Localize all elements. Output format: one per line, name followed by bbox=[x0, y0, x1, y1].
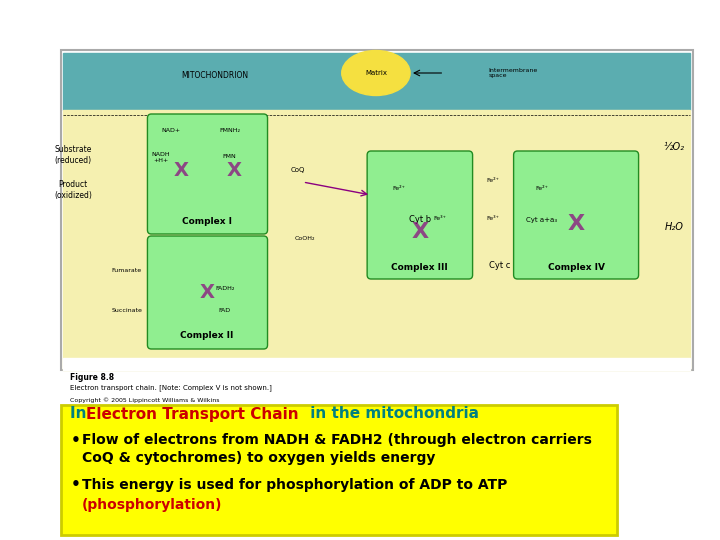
Text: CoQ & cytochromes) to oxygen yields energy: CoQ & cytochromes) to oxygen yields ener… bbox=[82, 451, 436, 465]
Text: •: • bbox=[71, 477, 80, 492]
Text: H₂O: H₂O bbox=[665, 222, 683, 232]
FancyBboxPatch shape bbox=[148, 114, 268, 234]
Text: Fe³⁺: Fe³⁺ bbox=[433, 216, 446, 221]
Text: Matrix: Matrix bbox=[365, 70, 387, 76]
Text: Cyt c: Cyt c bbox=[490, 261, 510, 270]
FancyBboxPatch shape bbox=[513, 151, 639, 279]
Text: X: X bbox=[173, 160, 188, 179]
Text: FMNH₂: FMNH₂ bbox=[219, 128, 240, 133]
Bar bbox=[63, 53, 690, 110]
FancyBboxPatch shape bbox=[367, 151, 472, 279]
Text: CoOH₂: CoOH₂ bbox=[294, 236, 315, 241]
Text: FMN: FMN bbox=[222, 154, 236, 159]
Text: Complex IV: Complex IV bbox=[548, 264, 605, 273]
Text: •: • bbox=[71, 433, 80, 448]
Text: In: In bbox=[71, 407, 92, 422]
Text: NAD+: NAD+ bbox=[161, 128, 181, 133]
FancyBboxPatch shape bbox=[60, 405, 617, 535]
Text: MITOCHONDRION: MITOCHONDRION bbox=[181, 71, 248, 79]
Text: NADH
+H+: NADH +H+ bbox=[152, 152, 171, 163]
Text: ½O₂: ½O₂ bbox=[663, 142, 684, 152]
Text: Electron transport chain. [Note: Complex V is not shown.]: Electron transport chain. [Note: Complex… bbox=[71, 384, 272, 391]
Text: Electron Transport Chain: Electron Transport Chain bbox=[86, 407, 299, 422]
Bar bbox=[63, 358, 690, 370]
Text: Succinate: Succinate bbox=[112, 308, 143, 313]
Text: (phosphorylation): (phosphorylation) bbox=[82, 498, 222, 512]
Text: Complex III: Complex III bbox=[392, 264, 449, 273]
Text: Fe²⁺: Fe²⁺ bbox=[392, 186, 405, 191]
Text: FADH₂: FADH₂ bbox=[215, 286, 234, 291]
Text: This energy is used for phosphorylation of ADP to ATP: This energy is used for phosphorylation … bbox=[82, 478, 508, 492]
Text: Fe²⁺: Fe²⁺ bbox=[536, 186, 549, 191]
Text: Cyt a+a₃: Cyt a+a₃ bbox=[526, 217, 557, 223]
Text: Fumarate: Fumarate bbox=[112, 268, 142, 273]
Text: FAD: FAD bbox=[218, 308, 230, 313]
Text: Copyright © 2005 Lippincott Williams & Wilkins: Copyright © 2005 Lippincott Williams & W… bbox=[71, 397, 220, 403]
Bar bbox=[63, 110, 690, 370]
Text: in the mitochondria: in the mitochondria bbox=[305, 407, 479, 422]
Text: Fe³⁺: Fe³⁺ bbox=[487, 216, 500, 221]
FancyBboxPatch shape bbox=[60, 50, 693, 370]
Text: X: X bbox=[199, 282, 215, 301]
Text: Complex I: Complex I bbox=[182, 218, 232, 226]
Text: Figure 8.8: Figure 8.8 bbox=[71, 374, 114, 382]
Text: Fe²⁺: Fe²⁺ bbox=[487, 178, 500, 183]
Ellipse shape bbox=[342, 51, 410, 96]
Text: CoQ: CoQ bbox=[291, 167, 305, 173]
Text: Product
(oxidized): Product (oxidized) bbox=[54, 180, 92, 200]
Text: Intermembrane
space: Intermembrane space bbox=[488, 68, 537, 78]
Text: X: X bbox=[227, 160, 242, 179]
Text: Cyt b: Cyt b bbox=[409, 215, 431, 225]
FancyBboxPatch shape bbox=[148, 236, 268, 349]
Text: X: X bbox=[567, 214, 585, 234]
Text: Substrate
(reduced): Substrate (reduced) bbox=[55, 145, 92, 165]
Text: Flow of electrons from NADH & FADH2 (through electron carriers: Flow of electrons from NADH & FADH2 (thr… bbox=[82, 433, 592, 447]
Text: Complex II: Complex II bbox=[180, 332, 234, 341]
Text: X: X bbox=[411, 222, 428, 242]
